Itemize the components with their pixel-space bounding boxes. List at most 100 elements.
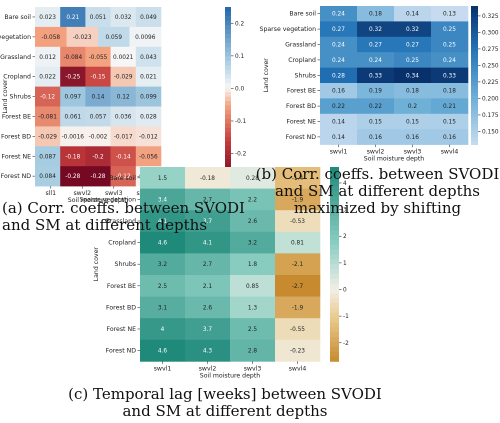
heatmap-cell — [35, 166, 61, 187]
colorbar-segment — [225, 101, 231, 106]
cell-value-label: -0.18 — [200, 176, 215, 182]
heatmap-cell — [85, 106, 111, 127]
heatmap-cell — [140, 231, 186, 254]
heatmap-cell — [357, 52, 395, 68]
y-tick-label: Forest BE — [107, 283, 136, 290]
cell-value-label: 0.24 — [332, 43, 345, 49]
heatmap-cell — [35, 46, 61, 67]
heatmap-cell — [394, 6, 432, 22]
cell-value-label: 0.061 — [64, 114, 81, 120]
x-tick-label: swvl3 — [105, 190, 123, 197]
colorbar-segment — [225, 150, 231, 156]
colorbar-segment — [330, 259, 339, 265]
heatmap-cell — [230, 318, 276, 341]
heatmap-cell — [394, 113, 432, 130]
colorbar-segment — [471, 96, 478, 100]
heatmap-cell — [431, 67, 469, 84]
colorbar-segment — [225, 127, 231, 133]
cell-value-label: 0.24 — [369, 58, 382, 64]
heatmap-cell — [85, 66, 111, 87]
cell-value-label: 0.14 — [92, 95, 105, 101]
cell-value-label: 0.16 — [406, 135, 419, 141]
cell-value-label: 0.057 — [90, 114, 107, 120]
colorbar-segment — [330, 341, 339, 348]
heatmap-cell — [357, 36, 395, 53]
colorbar-segment — [330, 264, 339, 270]
colorbar-segment — [471, 120, 478, 125]
y-tick-label: Forest ND — [286, 134, 317, 141]
cell-value-label: 0.33 — [369, 73, 382, 79]
cell-value-label: 2.5 — [248, 327, 258, 333]
cell-value-label: -0.18 — [65, 154, 80, 160]
colorbar-segment — [225, 51, 231, 57]
cell-value-label: 0.16 — [369, 135, 382, 141]
x-tick-label: swvl3 — [404, 149, 422, 156]
cell-value-label: 4.3 — [203, 349, 213, 355]
cell-value-label: 0.14 — [332, 135, 345, 141]
cell-value-label: -0.28 — [91, 174, 106, 180]
colorbar-segment — [330, 332, 339, 338]
colorbar-segment — [471, 64, 478, 69]
colorbar-segment — [225, 74, 231, 80]
colorbar-segment — [225, 15, 231, 21]
cell-value-label: -0.15 — [91, 75, 106, 81]
cell-value-label: -0.14 — [116, 154, 131, 160]
cell-value-label: -0.12 — [116, 174, 131, 180]
cell-value-label: 0.19 — [369, 89, 382, 95]
cell-value-label: -0.23 — [290, 349, 305, 355]
cell-value-label: 3.7 — [203, 219, 213, 225]
cell-value-label: 0.0021 — [113, 55, 134, 61]
colorbar-segment — [330, 235, 339, 241]
heatmap-cell — [129, 26, 162, 48]
cell-value-label: 0.023 — [39, 15, 56, 21]
colorbar-segment — [225, 92, 231, 97]
colorbar-segment — [330, 322, 339, 328]
heatmap-cell — [140, 188, 186, 211]
colorbar-segment — [225, 38, 231, 44]
colorbar-tick-label: 0.175 — [482, 113, 499, 119]
cell-value-label: -0.029 — [38, 134, 57, 140]
colorbar-segment — [330, 239, 339, 246]
cell-value-label: -0.53 — [290, 219, 305, 225]
heatmap-cell — [185, 339, 231, 362]
colorbar-segment — [225, 145, 231, 151]
y-tick-label: Sparse vegetation — [0, 34, 31, 41]
cell-value-label: 0.2 — [408, 104, 418, 110]
colorbar-segment — [330, 283, 339, 289]
heatmap-cell — [85, 166, 111, 187]
cell-value-label: 0.25 — [443, 27, 456, 33]
x-tick-label: swvl4 — [441, 149, 459, 156]
heatmap-cell — [431, 52, 469, 68]
colorbar-tick-label: 0.0 — [235, 86, 245, 92]
heatmap-cell — [35, 146, 61, 167]
heatmap-cell — [60, 46, 86, 67]
colorbar-segment — [330, 181, 339, 187]
heatmap-cell — [185, 188, 231, 211]
colorbar-segment — [330, 293, 339, 299]
cell-value-label: 0.099 — [140, 95, 157, 101]
heatmap-cell — [431, 98, 469, 115]
cell-value-label: 3.1 — [158, 305, 168, 311]
colorbar-tick-label: 0.2 — [235, 21, 245, 27]
cell-value-label: 4 — [161, 327, 165, 333]
x-tick-label: swvl4 — [289, 365, 307, 372]
x-tick-label: swvl1 — [330, 149, 348, 156]
cell-value-label: 0.27 — [332, 27, 345, 33]
cell-value-label: 3.7 — [203, 327, 213, 333]
colorbar-segment — [225, 60, 231, 66]
colorbar-segment — [225, 69, 231, 75]
cell-value-label: 0.27 — [406, 43, 419, 49]
cell-value-label: 2.7 — [203, 262, 213, 268]
colorbar-segment — [471, 89, 478, 94]
cell-value-label: 2.5 — [158, 284, 168, 290]
heatmap-cell — [110, 166, 137, 187]
y-tick-label: Forest BD — [1, 133, 31, 140]
colorbar-segment — [471, 51, 478, 55]
y-tick-label: Grassland — [0, 54, 31, 61]
colorbar-segment — [330, 351, 339, 357]
cell-value-label: 0.051 — [90, 15, 107, 21]
cell-value-label: -2.1 — [292, 262, 304, 268]
colorbar-tick-label: 0.250 — [482, 63, 499, 69]
colorbar-segment — [225, 7, 231, 12]
cell-value-label: -0.055 — [89, 55, 108, 61]
